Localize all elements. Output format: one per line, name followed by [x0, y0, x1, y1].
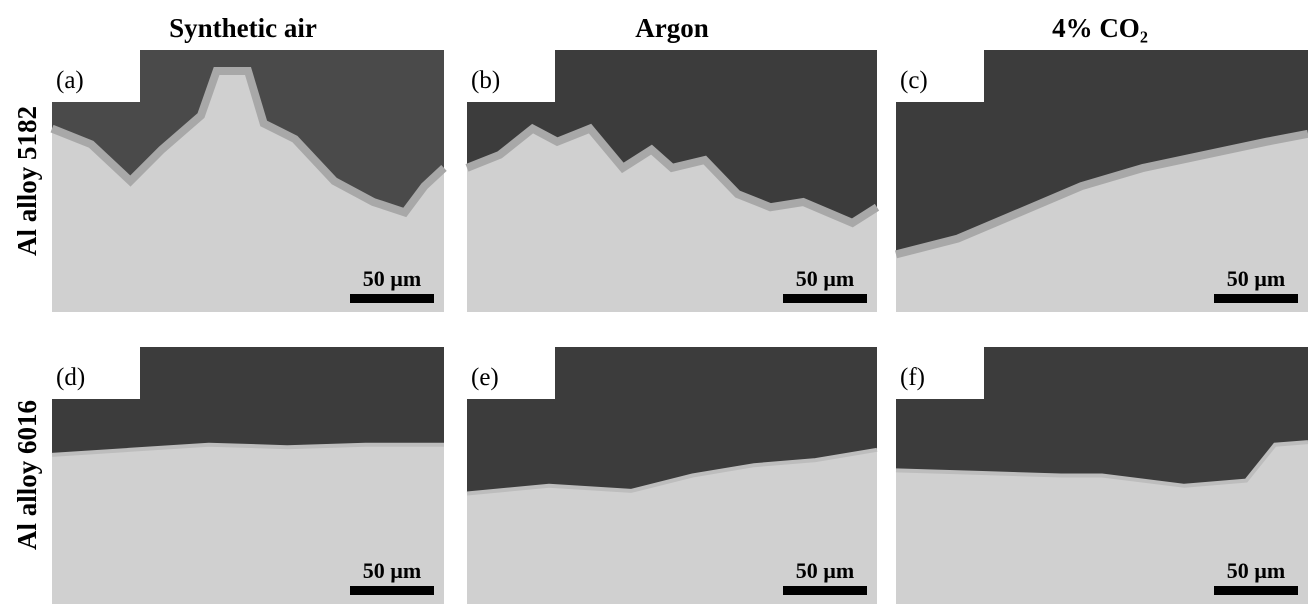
panel-label: (c) [900, 67, 928, 94]
figure: Synthetic air Argon 4% CO₂ Al alloy 5182 Al … [0, 0, 1308, 604]
micrograph-panel: (a) 50 µm [52, 50, 444, 312]
row-label: Al alloy 6016 [12, 400, 42, 550]
micrograph-panel: (e) 50 µm [467, 347, 877, 604]
scale-bar-label: 50 µm [363, 266, 422, 291]
scale-bar [1214, 586, 1298, 595]
scale-bar-label: 50 µm [796, 558, 855, 583]
scale-bar-label: 50 µm [796, 266, 855, 291]
micrograph-panel: (f) 50 µm [896, 347, 1308, 604]
scale-bar [783, 586, 867, 595]
panel-label: (a) [56, 67, 84, 94]
panel-label: (e) [471, 364, 499, 391]
panel-label: (f) [900, 364, 925, 391]
scale-bar [1214, 294, 1298, 303]
micrograph-panel: (b) 50 µm [467, 50, 877, 312]
micrograph-panel: (d) 50 µm [52, 347, 444, 604]
scale-bar [783, 294, 867, 303]
column-header: Argon [635, 13, 709, 43]
column-header: 4% CO₂ [1052, 13, 1148, 43]
scale-bar [350, 294, 434, 303]
column-header: Synthetic air [169, 13, 317, 43]
panel-label: (d) [56, 364, 85, 391]
panel-label: (b) [471, 67, 500, 94]
scale-bar-label: 50 µm [1227, 558, 1286, 583]
scale-bar-label: 50 µm [1227, 266, 1286, 291]
micrograph-panel: (c) 50 µm [896, 50, 1308, 312]
scale-bar-label: 50 µm [363, 558, 422, 583]
scale-bar [350, 586, 434, 595]
row-label: Al alloy 5182 [12, 106, 42, 256]
